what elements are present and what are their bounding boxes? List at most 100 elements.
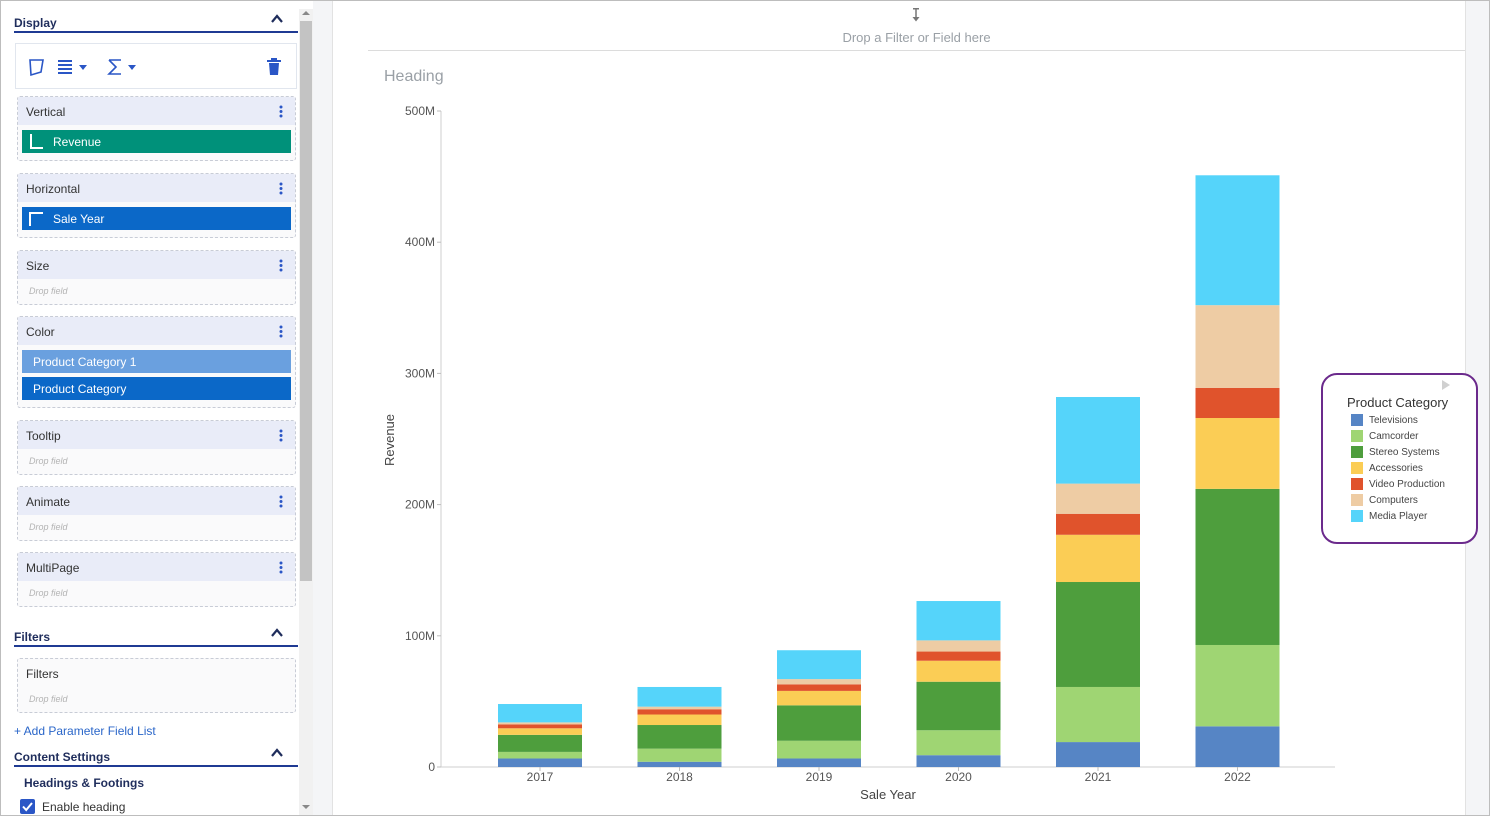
bar-segment[interactable] <box>637 686 722 707</box>
bar-segment[interactable] <box>777 740 861 759</box>
pie-shape-icon[interactable] <box>28 57 46 77</box>
bar-segment[interactable] <box>637 714 722 726</box>
filters-well[interactable]: Filters Drop field <box>17 658 296 713</box>
bar-segment[interactable] <box>916 601 1001 641</box>
bar-segment[interactable] <box>1056 397 1140 484</box>
vertical-well[interactable]: Vertical Revenue <box>17 96 296 161</box>
legend-label: Accessories <box>1369 463 1423 474</box>
bar-segment[interactable] <box>1195 175 1280 306</box>
bar-segment[interactable] <box>916 660 1001 682</box>
color-well-header: Color <box>18 317 295 345</box>
bar-segment[interactable] <box>1195 644 1280 727</box>
bar-segment[interactable] <box>498 724 582 729</box>
stack-icon[interactable] <box>56 57 92 77</box>
panel-scrollbar-thumb[interactable] <box>300 21 312 581</box>
size-well-header: Size <box>18 251 295 279</box>
scroll-up-arrow-icon[interactable] <box>302 11 310 15</box>
bar-segment[interactable] <box>498 722 582 725</box>
bar-segment[interactable] <box>498 751 582 759</box>
bar-segment[interactable] <box>1056 513 1140 535</box>
bar-segment[interactable] <box>637 748 722 762</box>
scroll-down-arrow-icon[interactable] <box>302 805 310 809</box>
filter-drop-zone[interactable]: Drop a Filter or Field here <box>368 1 1465 51</box>
legend-label: Televisions <box>1369 415 1418 426</box>
revenue-field-chip[interactable]: Revenue <box>22 130 291 153</box>
chart-heading[interactable]: Heading <box>384 68 444 85</box>
legend-title: Product Category <box>1347 395 1449 410</box>
bar-segment[interactable] <box>777 684 861 691</box>
bar-segment[interactable] <box>777 690 861 706</box>
kebab-icon[interactable] <box>279 105 283 118</box>
bar-segment[interactable] <box>1195 418 1280 489</box>
revenue-field-label: Revenue <box>53 135 102 149</box>
bar-segment[interactable] <box>916 730 1001 756</box>
trash-icon[interactable] <box>266 57 282 77</box>
bar-segment[interactable] <box>916 755 1001 767</box>
bar-segment[interactable] <box>777 705 861 741</box>
product-category-chip[interactable]: Product Category <box>22 377 291 400</box>
legend-collapse-arrow-icon[interactable] <box>1442 380 1450 390</box>
bar-segment[interactable] <box>637 761 722 767</box>
bar-segment[interactable] <box>1056 742 1140 767</box>
bar-segment[interactable] <box>777 679 861 685</box>
legend-label: Camcorder <box>1369 431 1419 442</box>
x-tick-label: 2017 <box>527 770 554 784</box>
color-well[interactable]: Color Product Category 1 Product Categor… <box>17 316 296 408</box>
chevron-up-icon[interactable] <box>270 627 284 639</box>
enable-heading-checkbox[interactable] <box>20 799 35 814</box>
bar-segment[interactable] <box>1056 686 1140 743</box>
bars-group <box>498 175 1280 767</box>
bar-segment[interactable] <box>498 728 582 735</box>
kebab-icon[interactable] <box>279 259 283 272</box>
y-tick-label: 200M <box>405 498 435 512</box>
checkmark-icon <box>22 802 33 812</box>
bar-segment[interactable] <box>498 734 582 752</box>
bar-segment[interactable] <box>637 706 722 710</box>
bar-segment[interactable] <box>1195 488 1280 645</box>
bar-segment[interactable] <box>1056 483 1140 514</box>
bar-segment[interactable] <box>1056 582 1140 687</box>
horizontal-well[interactable]: Horizontal Sale Year <box>17 173 296 238</box>
bar-segment[interactable] <box>637 709 722 715</box>
filters-section-title: Filters <box>14 630 51 644</box>
multipage-well[interactable]: MultiPage Drop field <box>17 552 296 607</box>
kebab-icon[interactable] <box>279 561 283 574</box>
content-settings-title: Content Settings <box>14 750 110 764</box>
filters-section-header[interactable]: Filters <box>14 621 298 647</box>
chevron-up-icon[interactable] <box>270 13 284 25</box>
bar-segment[interactable] <box>637 725 722 749</box>
color-well-label: Color <box>26 325 55 339</box>
bar-segment[interactable] <box>1195 726 1280 767</box>
bar-segment[interactable] <box>777 758 861 767</box>
bar-segment[interactable] <box>1195 387 1280 419</box>
horizontal-well-header: Horizontal <box>18 174 295 202</box>
display-section-header[interactable]: Display <box>14 7 298 33</box>
y-tick-label: 100M <box>405 629 435 643</box>
bar-segment[interactable] <box>498 758 582 767</box>
kebab-icon[interactable] <box>279 325 283 338</box>
kebab-icon[interactable] <box>279 182 283 195</box>
kebab-icon[interactable] <box>279 495 283 508</box>
left-panel: Display Vertical Revenue <box>1 1 313 815</box>
sigma-icon[interactable] <box>106 57 142 77</box>
bar-segment[interactable] <box>916 651 1001 661</box>
tooltip-well[interactable]: Tooltip Drop field <box>17 420 296 475</box>
x-tick-label: 2022 <box>1224 770 1251 784</box>
size-well[interactable]: Size Drop field <box>17 250 296 305</box>
content-settings-section-header[interactable]: Content Settings <box>14 741 298 767</box>
add-parameter-field-list-link[interactable]: + Add Parameter Field List <box>14 724 156 738</box>
bar-segment[interactable] <box>1195 305 1280 388</box>
bar-segment[interactable] <box>916 681 1001 731</box>
chevron-up-icon[interactable] <box>270 747 284 759</box>
filter-drop-text: Drop a Filter or Field here <box>842 30 991 45</box>
kebab-icon[interactable] <box>279 429 283 442</box>
bar-segment[interactable] <box>498 704 582 723</box>
chart-legend[interactable]: Product Category Televisions Camcorder Ste… <box>1321 373 1478 544</box>
product-category-1-chip[interactable]: Product Category 1 <box>22 350 291 373</box>
x-tick-label: 2020 <box>945 770 972 784</box>
bar-segment[interactable] <box>777 650 861 680</box>
bar-segment[interactable] <box>1056 534 1140 583</box>
bar-segment[interactable] <box>916 640 1001 652</box>
sale-year-field-chip[interactable]: Sale Year <box>22 207 291 230</box>
animate-well[interactable]: Animate Drop field <box>17 486 296 541</box>
